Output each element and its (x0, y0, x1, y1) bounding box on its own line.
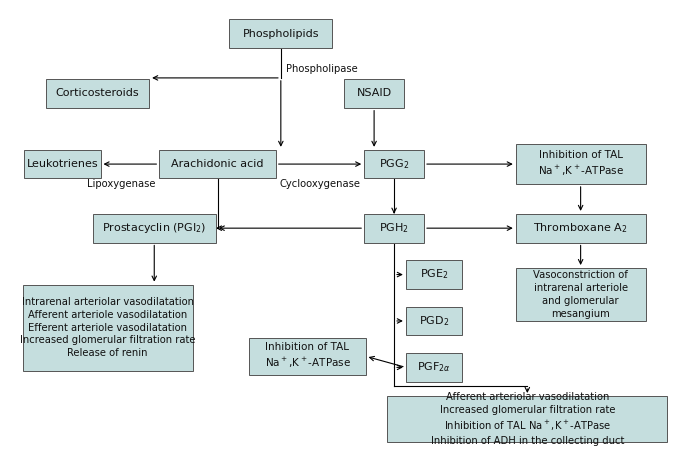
FancyBboxPatch shape (364, 214, 424, 242)
FancyBboxPatch shape (92, 214, 216, 242)
Text: Inhibition of TAL
Na$^+$,K$^+$-ATPase: Inhibition of TAL Na$^+$,K$^+$-ATPase (538, 150, 624, 178)
Text: Inhibition of TAL
Na$^+$,K$^+$-ATPase: Inhibition of TAL Na$^+$,K$^+$-ATPase (264, 342, 351, 370)
FancyBboxPatch shape (249, 337, 366, 375)
FancyBboxPatch shape (515, 144, 646, 184)
FancyBboxPatch shape (406, 260, 462, 289)
Text: Afferent arteriolar vasodilatation
Increased glomerular filtration rate
Inhibiti: Afferent arteriolar vasodilatation Incre… (431, 392, 624, 446)
Text: PGH$_2$: PGH$_2$ (379, 221, 409, 235)
Text: Phospholipids: Phospholipids (243, 29, 319, 39)
FancyBboxPatch shape (515, 214, 646, 242)
Text: Intrarenal arteriolar vasodilatation
Afferent arteriole vasodilatation
Efferent : Intrarenal arteriolar vasodilatation Aff… (20, 297, 195, 358)
Text: Prostacyclin (PGI$_2$): Prostacyclin (PGI$_2$) (102, 221, 206, 235)
Text: Leukotrienes: Leukotrienes (26, 159, 98, 169)
Text: Cyclooxygenase: Cyclooxygenase (279, 179, 360, 189)
FancyBboxPatch shape (406, 306, 462, 336)
FancyBboxPatch shape (229, 20, 333, 48)
FancyBboxPatch shape (387, 396, 667, 442)
Text: Corticosteroids: Corticosteroids (56, 89, 139, 99)
FancyBboxPatch shape (515, 268, 646, 321)
Text: Phospholipase: Phospholipase (286, 64, 358, 74)
Text: Vasoconstriction of
intrarenal arteriole
and glomerular
mesangium: Vasoconstriction of intrarenal arteriole… (533, 270, 628, 319)
Text: NSAID: NSAID (357, 89, 392, 99)
FancyBboxPatch shape (406, 353, 462, 382)
Text: PGG$_2$: PGG$_2$ (379, 157, 409, 171)
FancyBboxPatch shape (159, 150, 276, 178)
FancyBboxPatch shape (24, 150, 101, 178)
Text: PGE$_2$: PGE$_2$ (420, 268, 448, 281)
FancyBboxPatch shape (46, 79, 149, 108)
Text: Arachidonic acid: Arachidonic acid (171, 159, 264, 169)
Text: Thromboxane A$_2$: Thromboxane A$_2$ (533, 221, 628, 235)
Text: PGD$_2$: PGD$_2$ (419, 314, 449, 328)
FancyBboxPatch shape (364, 150, 424, 178)
Text: PGF$_{2\alpha}$: PGF$_{2\alpha}$ (417, 360, 451, 374)
FancyBboxPatch shape (344, 79, 404, 108)
Text: Lipoxygenase: Lipoxygenase (88, 179, 156, 189)
FancyBboxPatch shape (23, 285, 193, 370)
